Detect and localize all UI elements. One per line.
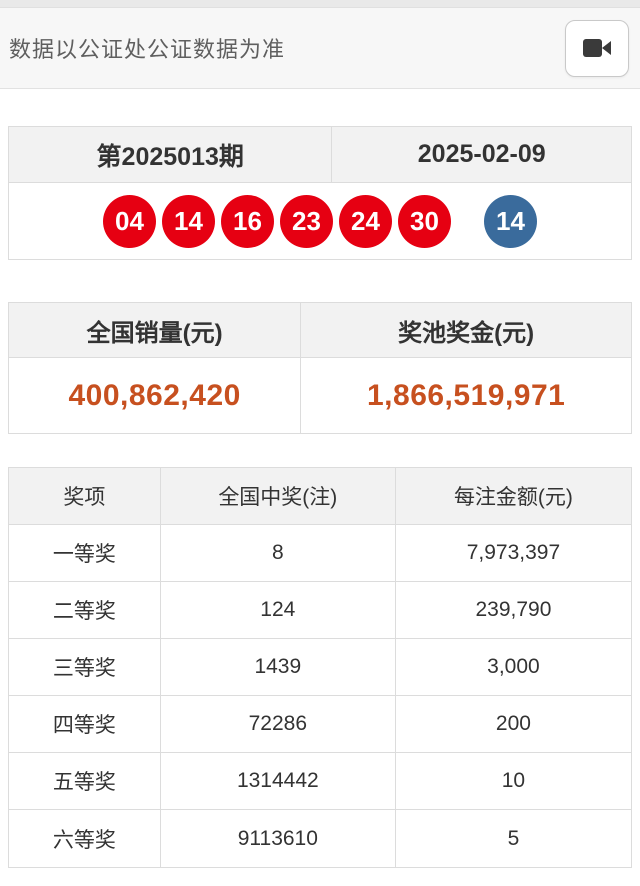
winner-count: 1314442 [161,753,396,809]
prize-tier: 一等奖 [9,525,161,581]
draw-info-table: 第2025013期 2025-02-09 04 14 16 23 24 30 1… [8,126,632,260]
national-sales-value: 400,862,420 [9,358,302,433]
prize-amount: 5 [507,826,520,850]
prize-amount: 10 [501,769,526,792]
prize-tier: 三等奖 [9,639,161,695]
prize-amount: 7,973,397 [466,541,561,564]
video-camera-icon [580,35,614,61]
red-ball: 23 [280,194,333,248]
col-header-winners: 全国中奖(注) [161,468,396,524]
table-row: 五等奖 1314442 10 [9,753,631,810]
table-row: 一等奖 8 7,973,397 [9,525,631,582]
prize-tier: 二等奖 [9,582,161,638]
prize-amount: 3,000 [487,655,540,678]
red-ball: 24 [339,194,392,248]
sales-pool-table: 全国销量(元) 奖池奖金(元) 400,862,420 1,866,519,97… [8,302,632,434]
winner-count: 9113610 [161,810,396,867]
winner-count: 72286 [161,696,396,752]
col-header-prize: 奖项 [9,468,161,524]
col-header-amount: 每注金额(元) [453,486,573,509]
prize-tier: 五等奖 [9,753,161,809]
prize-table-header: 奖项 全国中奖(注) 每注金额(元) [9,468,631,525]
red-ball: 30 [398,194,451,248]
prize-amount: 200 [495,712,531,735]
video-replay-button[interactable] [565,19,629,77]
draw-date: 2025-02-09 [417,140,546,168]
winner-count: 124 [161,582,396,638]
top-strip [0,0,640,8]
table-row: 六等奖 9113610 5 [9,810,631,867]
table-row: 四等奖 72286 200 [9,696,631,753]
notice-text: 数据以公证处公证数据为准 [9,37,286,62]
prize-pool-label: 奖池奖金(元) [398,319,535,347]
red-ball: 14 [162,194,215,248]
issue-number: 第2025013期 [9,127,333,182]
table-row: 三等奖 1439 3,000 [9,639,631,696]
winner-count: 8 [161,525,396,581]
prize-pool-value: 1,866,519,971 [366,378,566,412]
winner-count: 1439 [161,639,396,695]
red-ball: 16 [221,194,274,248]
blue-ball: 14 [484,194,537,248]
prize-tier: 四等奖 [9,696,161,752]
header-bar: 数据以公证处公证数据为准 [0,8,640,89]
red-ball: 04 [103,194,156,248]
prize-amount: 239,790 [475,598,552,621]
winning-numbers: 04 14 16 23 24 30 14 [9,183,631,259]
prize-breakdown-table: 奖项 全国中奖(注) 每注金额(元) 一等奖 8 7,973,397 二等奖 1… [8,467,632,868]
table-row: 二等奖 124 239,790 [9,582,631,639]
national-sales-label: 全国销量(元) [9,303,302,357]
prize-tier: 六等奖 [9,810,161,867]
